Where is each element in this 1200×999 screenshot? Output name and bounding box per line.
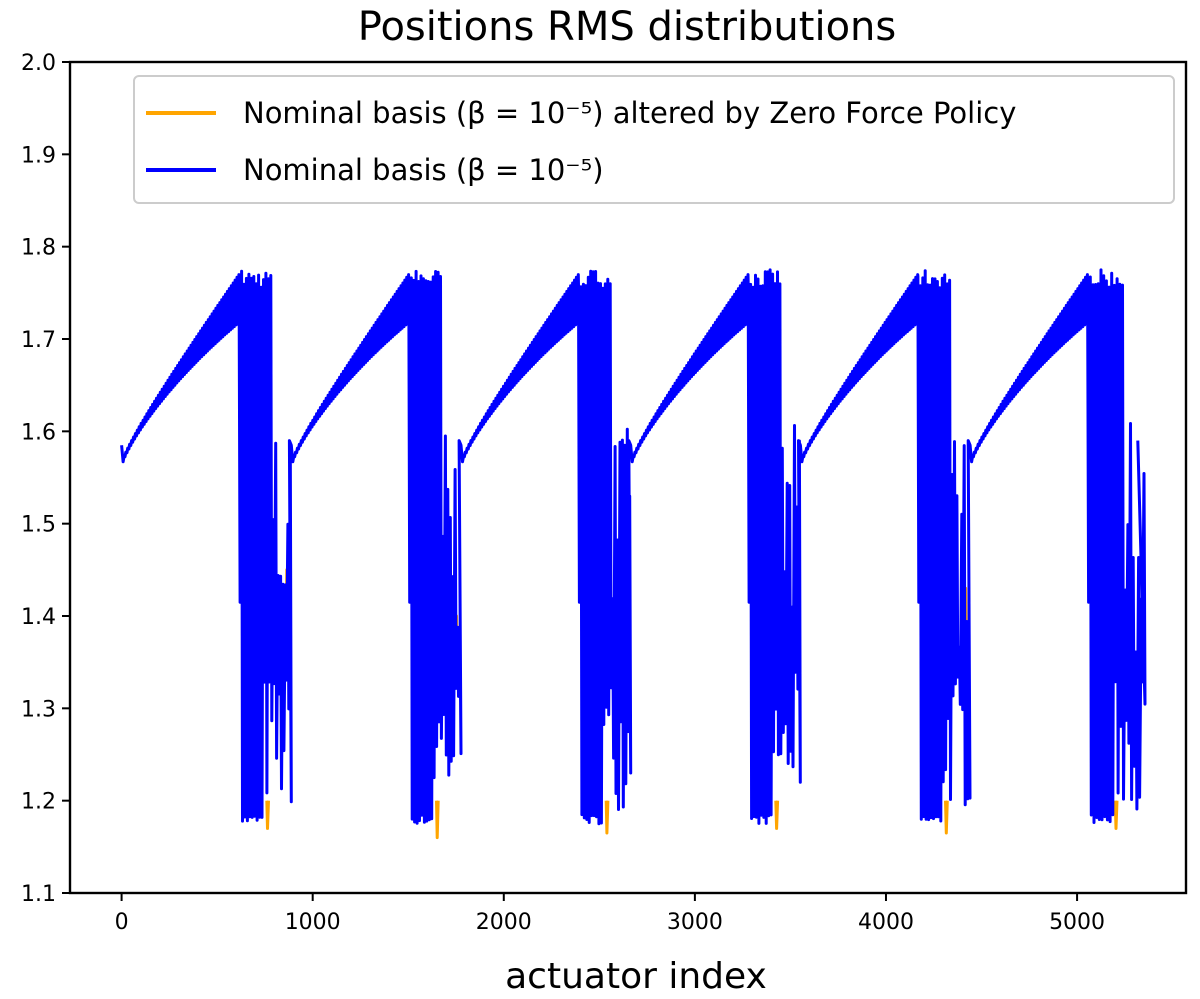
x-axis: 0 1000 2000 3000 4000 5000	[115, 893, 1105, 935]
y-tick-label: 2.0	[21, 51, 56, 76]
x-tick-label: 1000	[285, 910, 341, 935]
y-tick-label: 1.5	[21, 513, 56, 538]
x-tick-label: 5000	[1049, 910, 1105, 935]
legend-label-zero-force-policy: Nominal basis (β = 10⁻⁵) altered by Zero…	[243, 96, 1016, 130]
legend: Nominal basis (β = 10⁻⁵) altered by Zero…	[133, 75, 1175, 204]
legend-label-nominal-basis: Nominal basis (β = 10⁻⁵)	[243, 153, 604, 187]
y-tick-label: 1.6	[21, 420, 56, 445]
axes-frame	[68, 60, 1188, 895]
x-axis-label: actuator index	[505, 956, 767, 997]
x-tick-label: 4000	[858, 910, 914, 935]
y-tick-label: 1.7	[21, 328, 56, 353]
x-tick-label: 3000	[667, 910, 723, 935]
y-tick-label: 1.4	[21, 605, 56, 630]
x-tick-label: 0	[115, 910, 129, 935]
chart-title: Positions RMS distributions	[358, 4, 897, 50]
x-tick-label: 2000	[476, 910, 532, 935]
series-line-zero-force-policy	[265, 545, 1132, 840]
y-tick-label: 1.2	[21, 790, 56, 815]
y-tick-label: 1.9	[21, 143, 56, 168]
plot-area	[120, 268, 1147, 840]
y-tick-label: 1.3	[21, 697, 56, 722]
y-axis: 1.1 1.2 1.3 1.4 1.5 1.6 1.7 1.8 1.9 2.0	[21, 51, 70, 907]
legend-box	[133, 75, 1175, 204]
series-line-nominal-basis	[120, 268, 1147, 826]
y-tick-label: 1.1	[21, 882, 56, 907]
y-tick-label: 1.8	[21, 236, 56, 261]
